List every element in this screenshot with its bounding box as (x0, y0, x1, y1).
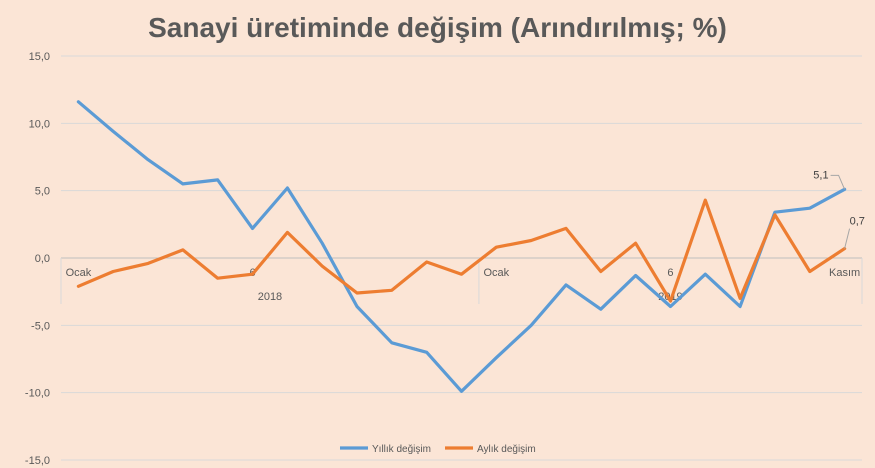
data-label: 5,1 (813, 169, 828, 181)
data-point (77, 285, 80, 288)
data-point (356, 305, 359, 308)
data-point (216, 277, 219, 280)
data-point (321, 265, 324, 268)
data-point (634, 242, 637, 245)
data-point (773, 211, 776, 214)
data-point (460, 390, 463, 393)
data-point (460, 273, 463, 276)
data-point (286, 186, 289, 189)
data-point (251, 227, 254, 230)
data-point (739, 297, 742, 300)
data-point (112, 270, 115, 273)
legend-label-2: Aylık değişim (477, 444, 536, 455)
x-tick-label: Ocak (66, 267, 92, 279)
data-point (739, 305, 742, 308)
x-tick-label: Ocak (483, 267, 509, 279)
data-point (216, 178, 219, 181)
data-point (808, 270, 811, 273)
data-point (77, 100, 80, 103)
data-point (321, 242, 324, 245)
leader-line (830, 174, 846, 190)
y-tick-label: 5,0 (35, 186, 50, 198)
series-line-2 (76, 198, 847, 303)
data-point (181, 182, 184, 185)
data-label: 0,7 (850, 216, 865, 228)
data-point (564, 227, 567, 230)
data-point (669, 300, 672, 303)
y-tick-label: -5,0 (31, 320, 50, 332)
data-point (808, 207, 811, 210)
y-tick-label: 0,0 (35, 253, 50, 265)
chart-title: Sanayi üretiminde değişim (Arındırılmış;… (148, 12, 727, 43)
legend-label-1: Yıllık değişim (372, 444, 431, 455)
y-tick-label: -10,0 (25, 388, 50, 400)
data-point (495, 356, 498, 359)
data-point (251, 273, 254, 276)
data-point (112, 130, 115, 133)
data-point (147, 262, 150, 265)
data-point (425, 351, 428, 354)
y-tick-label: 10,0 (29, 118, 50, 130)
data-point (425, 261, 428, 264)
year-label: 2018 (258, 291, 282, 303)
series-line-1 (76, 100, 847, 393)
data-point (530, 324, 533, 327)
data-point (599, 308, 602, 311)
y-tick-label: -15,0 (25, 455, 50, 467)
data-point (495, 246, 498, 249)
data-point (599, 270, 602, 273)
leader-line (844, 228, 851, 249)
data-point (147, 158, 150, 161)
data-point (181, 248, 184, 251)
data-point (704, 273, 707, 276)
data-point (634, 274, 637, 277)
data-point (530, 239, 533, 242)
data-point (390, 341, 393, 344)
data-point (669, 305, 672, 308)
data-point (390, 289, 393, 292)
data-point (564, 283, 567, 286)
data-point (356, 292, 359, 295)
data-point (773, 213, 776, 216)
data-point (704, 199, 707, 202)
x-tick-label: Kasım (829, 267, 860, 279)
y-tick-label: 15,0 (29, 51, 50, 63)
data-point (286, 231, 289, 234)
x-tick-label: 6 (667, 267, 673, 279)
